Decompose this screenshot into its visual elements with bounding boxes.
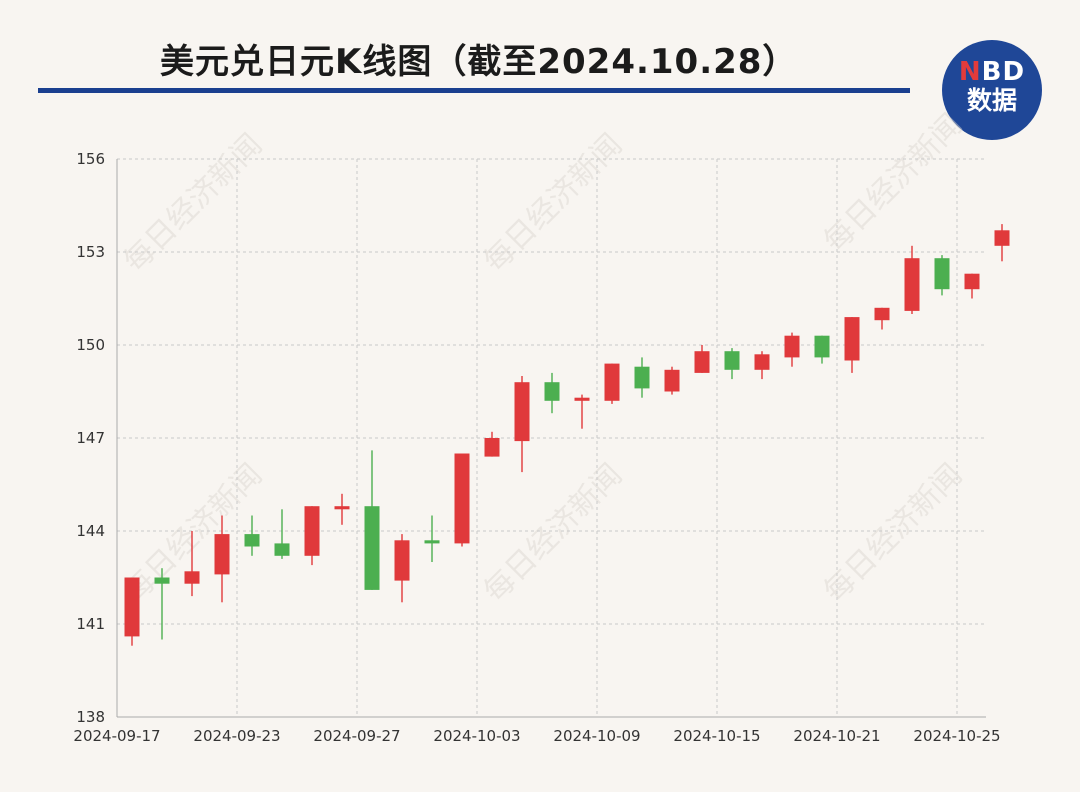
candle-body-6: [304, 506, 320, 556]
candle-body-22: [784, 335, 800, 358]
candle-body-10: [424, 540, 440, 544]
watermark-3: 每日经济新闻: [117, 457, 269, 609]
watermark-2: 每日经济新闻: [817, 107, 969, 259]
watermark-1: 每日经济新闻: [477, 127, 629, 279]
logo-letter-n: N: [958, 57, 982, 87]
x-tick-label-6: 2024-10-21: [793, 727, 880, 745]
grid-layer: [117, 158, 986, 717]
logo-letters-bd: BD: [981, 57, 1026, 87]
candle-body-4: [244, 534, 260, 547]
nbd-logo: NBD 数据: [942, 40, 1042, 140]
candle-body-20: [724, 351, 740, 370]
candle-body-17: [634, 366, 650, 389]
candle-body-0: [124, 577, 140, 637]
x-tick-label-3: 2024-10-03: [433, 727, 520, 745]
candle-body-25: [874, 307, 890, 321]
x-tick-label-2: 2024-09-27: [313, 727, 400, 745]
candle-body-21: [754, 354, 770, 370]
y-tick-label-5: 153: [76, 243, 105, 261]
candle-body-8: [364, 506, 380, 590]
candle-body-1: [154, 577, 170, 584]
candle-body-3: [214, 534, 230, 575]
candle-body-24: [844, 317, 860, 361]
candles-layer: [124, 224, 1010, 646]
x-tick-label-7: 2024-10-25: [913, 727, 1000, 745]
y-tick-label-4: 150: [76, 336, 105, 354]
x-tick-label-0: 2024-09-17: [73, 727, 160, 745]
candle-body-23: [814, 335, 830, 358]
y-tick-label-0: 138: [76, 708, 105, 726]
candle-body-29: [994, 230, 1010, 246]
candle-body-26: [904, 258, 920, 311]
watermark-4: 每日经济新闻: [477, 457, 629, 609]
candle-body-11: [454, 453, 470, 544]
candle-body-12: [484, 438, 500, 457]
axes-layer: 138 141 144 147 150 153 156 2024-09-17 2024-09-2…: [73, 150, 1000, 745]
candle-body-18: [664, 369, 680, 392]
candle-body-19: [694, 351, 710, 373]
candle-body-15: [574, 397, 590, 401]
y-tick-label-2: 144: [76, 522, 105, 540]
y-tick-label-3: 147: [76, 429, 105, 447]
x-tick-label-5: 2024-10-15: [673, 727, 760, 745]
title-underline: [38, 88, 910, 93]
y-tick-label-6: 156: [76, 150, 105, 168]
candle-body-9: [394, 540, 410, 581]
x-tick-label-4: 2024-10-09: [553, 727, 640, 745]
candle-body-7: [334, 506, 350, 510]
candle-body-2: [184, 571, 200, 584]
chart-title: 美元兑日元K线图（截至2024.10.28）: [160, 42, 798, 82]
candle-body-28: [964, 273, 980, 290]
x-tick-label-1: 2024-09-23: [193, 727, 280, 745]
logo-text-data: 数据: [966, 86, 1017, 115]
candle-body-5: [274, 543, 290, 556]
candle-body-13: [514, 382, 530, 442]
candle-body-27: [934, 258, 950, 290]
watermark-0: 每日经济新闻: [117, 127, 269, 279]
candle-body-16: [604, 363, 620, 401]
candle-body-14: [544, 382, 560, 401]
watermark-5: 每日经济新闻: [817, 457, 969, 609]
y-tick-label-1: 141: [76, 615, 105, 633]
